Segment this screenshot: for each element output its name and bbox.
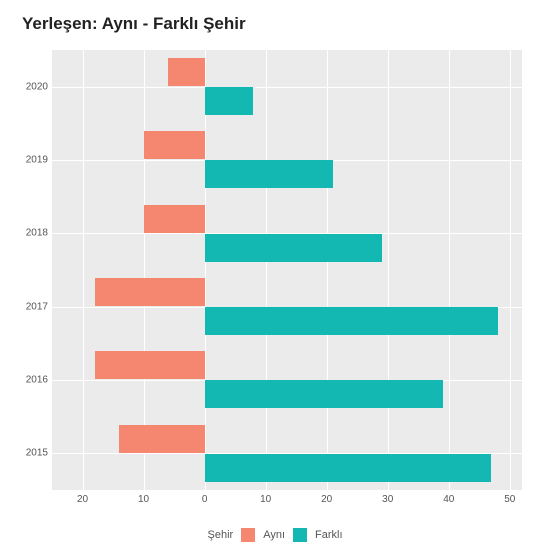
x-tick-label: 0 <box>202 494 208 505</box>
bar-farkli <box>205 87 254 115</box>
x-tick-label: 10 <box>260 494 271 505</box>
bar-ayni <box>144 131 205 159</box>
legend-swatch-farkli <box>293 528 307 542</box>
bar-ayni <box>144 205 205 233</box>
plot-area <box>52 50 522 490</box>
x-tick-label: 20 <box>77 494 88 505</box>
legend: Şehir Aynı Farklı <box>0 528 550 542</box>
gridline-v <box>266 50 267 490</box>
bar-ayni <box>95 351 205 379</box>
gridline-v <box>327 50 328 490</box>
bar-farkli <box>205 307 498 335</box>
gridline-v <box>388 50 389 490</box>
bar-ayni <box>119 425 204 453</box>
x-tick-label: 10 <box>138 494 149 505</box>
legend-label-farkli: Farklı <box>315 529 343 541</box>
y-tick-label: 2016 <box>26 374 48 385</box>
bar-ayni <box>168 58 205 86</box>
x-tick-label: 20 <box>321 494 332 505</box>
bar-ayni <box>95 278 205 306</box>
legend-label-ayni: Aynı <box>263 529 285 541</box>
legend-title: Şehir <box>208 529 234 541</box>
gridline-v <box>510 50 511 490</box>
bar-farkli <box>205 160 333 188</box>
gridline-v <box>449 50 450 490</box>
y-tick-label: 2020 <box>26 81 48 92</box>
legend-swatch-ayni <box>241 528 255 542</box>
gridline-v <box>83 50 84 490</box>
y-tick-label: 2018 <box>26 228 48 239</box>
x-tick-label: 50 <box>504 494 515 505</box>
y-tick-label: 2015 <box>26 448 48 459</box>
chart-container: Yerleşen: Aynı - Farklı Şehir Şehir Aynı… <box>0 0 550 550</box>
y-tick-label: 2019 <box>26 154 48 165</box>
bar-farkli <box>205 234 382 262</box>
x-tick-label: 30 <box>382 494 393 505</box>
gridline-h <box>52 87 522 88</box>
bar-farkli <box>205 380 443 408</box>
bar-farkli <box>205 454 492 482</box>
gridline-v <box>205 50 206 490</box>
chart-title: Yerleşen: Aynı - Farklı Şehir <box>22 14 246 34</box>
y-tick-label: 2017 <box>26 301 48 312</box>
x-tick-label: 40 <box>443 494 454 505</box>
